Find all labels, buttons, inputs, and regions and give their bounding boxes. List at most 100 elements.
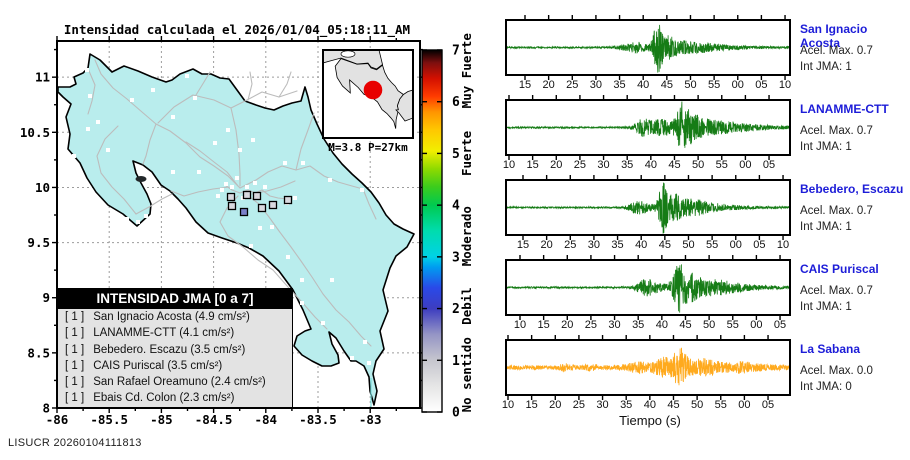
station-marker [286, 255, 290, 259]
trace-accel-max: Acel. Max. 0.7 [800, 285, 873, 297]
trace-station-name: CAIS Puriscal [800, 262, 879, 276]
station-marker [106, 148, 110, 152]
intensity-legend: INTENSIDAD JMA [0 a 7] [ 1 ] San Ignacio … [57, 288, 293, 408]
time-tick-label: 05 [762, 159, 776, 171]
station-marker-intensity [242, 190, 252, 200]
svg-text:6: 6 [452, 95, 460, 110]
station-marker [130, 98, 134, 102]
time-tick-label: 55 [714, 399, 727, 411]
time-tick-label: 50 [682, 239, 695, 251]
trace-time-ticks: 15 20 25 30 35 40 45 50 55 00 05 10 [504, 239, 796, 252]
waveform [506, 101, 790, 148]
station-marker [300, 301, 304, 305]
station-marker [235, 176, 239, 180]
time-tick-label: 40 [637, 79, 650, 91]
station-marker [367, 361, 371, 365]
station-marker [238, 148, 242, 152]
station-marker [230, 185, 234, 189]
legend-station-text: San Rafael Oreamuno (2.4 cm/s²) [93, 376, 266, 389]
station-marker [245, 185, 249, 189]
station-marker [330, 278, 334, 282]
seismogram-trace [505, 335, 791, 400]
time-tick-label: 35 [620, 399, 633, 411]
time-tick-label: 35 [611, 239, 624, 251]
time-tick-label: 40 [644, 159, 657, 171]
time-tick-label: 40 [643, 399, 656, 411]
intensity-badge: [ 1 ] [65, 359, 85, 372]
trace-int-jma: Int JMA: 1 [800, 61, 852, 73]
station-marker [328, 178, 332, 182]
svg-text:0: 0 [452, 406, 460, 421]
trace-time-ticks: 10 15 20 25 30 35 40 45 50 55 00 05 [503, 159, 796, 172]
station-marker-intensity [268, 200, 278, 210]
inset-nicaragua [324, 51, 383, 70]
trace-int-jma: Int JMA: 0 [800, 381, 852, 393]
trace-int-jma: Int JMA: 1 [800, 141, 852, 153]
time-tick-label: 45 [660, 79, 673, 91]
time-tick-label: 00 [750, 319, 763, 331]
colorbar-category-label: Moderado [459, 206, 474, 266]
intensity-badge: [ 1 ] [65, 327, 85, 340]
time-tick-label: 20 [540, 239, 553, 251]
station-marker [258, 226, 262, 230]
map-frame [56, 40, 421, 409]
time-tick-label: 05 [773, 319, 787, 331]
time-tick-label: 05 [753, 239, 766, 251]
station-marker-intensity [226, 192, 236, 202]
trace-int-jma: Int JMA: 1 [800, 221, 852, 233]
time-tick-label: 20 [550, 159, 563, 171]
station-marker [136, 220, 140, 224]
svg-text:10.5: 10.5 [20, 125, 50, 140]
legend-row: [ 1 ] Bebedero. Escazu (3.5 cm/s²) [58, 342, 292, 358]
station-marker [270, 225, 274, 229]
time-tick-label: 35 [621, 159, 634, 171]
trace-accel-max: Acel. Max. 0.7 [800, 205, 873, 217]
svg-text:10: 10 [35, 180, 50, 195]
svg-text:8.5: 8.5 [27, 345, 50, 360]
station-marker [263, 185, 267, 189]
station-marker [249, 244, 253, 248]
inset-panama [395, 89, 412, 122]
legend-station-text: Ebais Cd. Colon (2.3 cm/s²) [93, 392, 235, 405]
time-tick-label: 30 [587, 239, 601, 251]
station-marker [213, 141, 217, 145]
station-marker [216, 194, 220, 198]
time-tick-label: 45 [668, 159, 681, 171]
seismogram-trace [505, 255, 791, 320]
intensity-badge: [ 1 ] [65, 392, 85, 405]
legend-station-text: Bebedero. Escazu (3.5 cm/s²) [93, 343, 246, 356]
inset-overview-map [322, 49, 414, 139]
time-tick-label: 30 [608, 319, 621, 331]
waveform [506, 347, 790, 386]
time-tick-label: 10 [776, 239, 790, 251]
svg-text:-86: -86 [46, 412, 69, 427]
station-marker [350, 356, 354, 360]
svg-text:7: 7 [452, 44, 460, 59]
station-marker [151, 88, 155, 92]
station-marker [300, 278, 304, 282]
station-marker [321, 321, 325, 325]
time-tick-label: 25 [573, 159, 587, 171]
time-tick-label: 30 [596, 399, 609, 411]
waveform [506, 182, 790, 234]
station-marker [171, 170, 175, 174]
trace-station-name: LANAMME-CTT [800, 102, 889, 116]
time-tick-label: 10 [501, 399, 515, 411]
station-marker [185, 74, 189, 78]
trace-time-ticks: 10 15 20 25 30 35 40 45 50 55 00 05 [504, 319, 796, 332]
time-tick-label: 15 [526, 159, 539, 171]
time-tick-label: 35 [632, 319, 645, 331]
station-marker [193, 96, 197, 100]
time-axis-label: Tiempo (s) [619, 413, 681, 428]
station-marker [363, 340, 367, 344]
page-title: Intensidad calculada el 2026/01/04_05:18… [63, 22, 411, 37]
time-tick-label: 25 [564, 239, 577, 251]
time-tick-label: 20 [549, 399, 562, 411]
station-marker [86, 127, 90, 131]
legend-header: INTENSIDAD JMA [0 a 7] [58, 289, 292, 309]
time-tick-label: 30 [589, 79, 603, 91]
time-tick-label: 00 [729, 239, 742, 251]
inset-lake [340, 51, 356, 58]
time-tick-label: 05 [755, 79, 768, 91]
intensity-badge: [ 1 ] [65, 376, 85, 389]
